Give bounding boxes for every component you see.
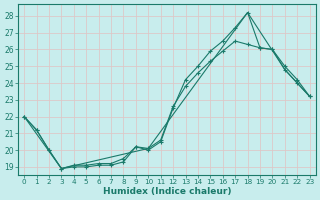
- X-axis label: Humidex (Indice chaleur): Humidex (Indice chaleur): [103, 187, 231, 196]
